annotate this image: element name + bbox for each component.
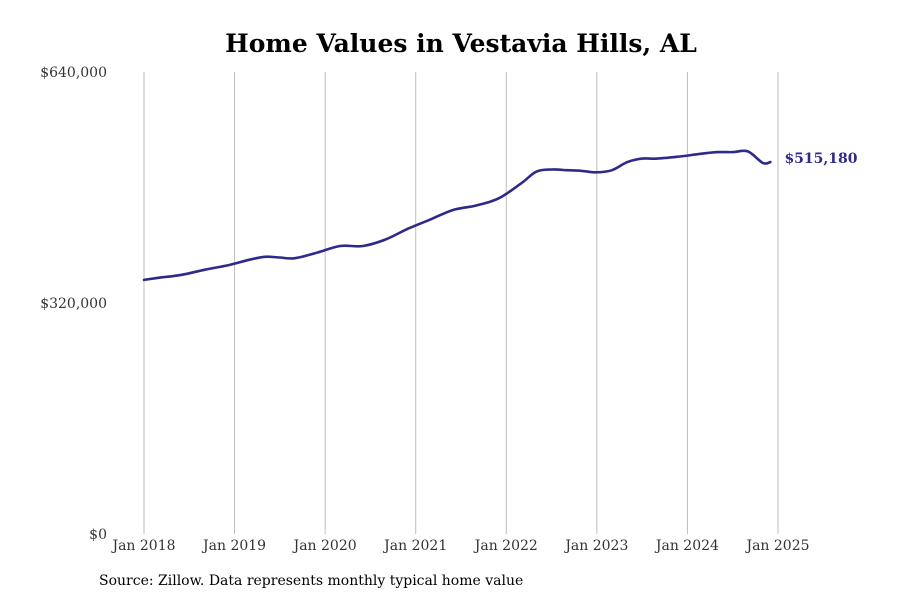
x-tick-label: Jan 2020 <box>292 538 357 554</box>
x-axis: Jan 2018 Jan 2019 Jan 2020 Jan 2021 Jan 2022… <box>110 538 809 554</box>
x-tick-label: Jan 2018 <box>110 538 175 554</box>
x-tick-label: Jan 2025 <box>744 538 809 554</box>
x-tick-label: Jan 2022 <box>473 538 538 554</box>
y-tick-label: $640,000 <box>40 65 107 81</box>
y-axis: $0 $320,000 $640,000 <box>40 65 107 543</box>
x-tick-label: Jan 2023 <box>563 538 628 554</box>
source-note: Source: Zillow. Data represents monthly … <box>99 573 524 589</box>
y-tick-label: $0 <box>89 527 107 543</box>
end-value-label: $515,180 <box>784 151 857 167</box>
chart-title: Home Values in Vestavia Hills, AL <box>225 29 697 58</box>
gridlines <box>143 72 779 534</box>
x-tick-label: Jan 2021 <box>382 538 447 554</box>
x-tick-label: Jan 2019 <box>201 538 266 554</box>
series-line <box>142 149 772 282</box>
x-tick-label: Jan 2024 <box>654 538 719 554</box>
y-tick-label: $320,000 <box>40 296 107 312</box>
